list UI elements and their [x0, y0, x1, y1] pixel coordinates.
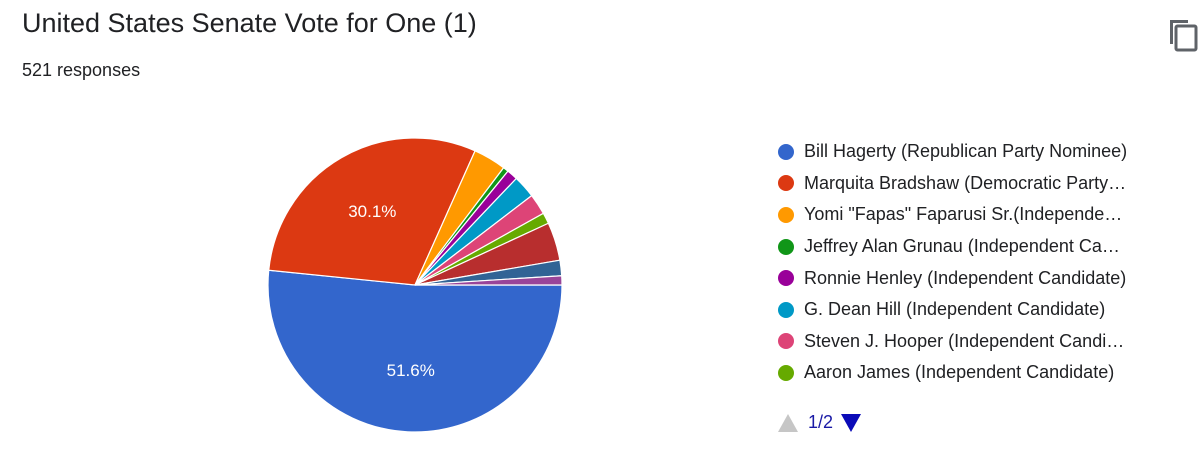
legend-label: Jeffrey Alan Grunau (Independent Ca…	[804, 236, 1120, 257]
slice-data-label: 30.1%	[348, 202, 396, 221]
legend-item[interactable]: Yomi "Fapas" Faparusi Sr.(Independe…	[778, 199, 1178, 231]
response-count: 521 responses	[22, 60, 141, 80]
legend-item[interactable]: Steven J. Hooper (Independent Candi…	[778, 326, 1178, 358]
legend-color-swatch	[778, 333, 794, 350]
legend-color-swatch	[778, 143, 794, 160]
legend-item[interactable]: Ronnie Henley (Independent Candidate)	[778, 262, 1178, 294]
legend-item[interactable]: Jeffrey Alan Grunau (Independent Ca…	[778, 231, 1178, 263]
legend-label: Steven J. Hooper (Independent Candi…	[804, 330, 1125, 351]
chart-legend: Bill Hagerty (Republican Party Nominee) M…	[778, 136, 1178, 389]
legend-color-swatch	[778, 238, 794, 255]
legend-item[interactable]: Marquita Bradshaw (Democratic Party…	[778, 168, 1178, 200]
page-title: United States Senate Vote for One (1)	[22, 8, 477, 38]
pie-slice[interactable]	[268, 137, 476, 286]
pie-slice[interactable]	[414, 275, 563, 286]
pie-chart-svg: 51.6% 30.1%	[267, 137, 563, 433]
legend-item[interactable]: Bill Hagerty (Republican Party Nominee)	[778, 136, 1178, 168]
legend-item[interactable]: G. Dean Hill (Independent Candidate)	[778, 294, 1178, 326]
legend-label: Yomi "Fapas" Faparusi Sr.(Independe…	[804, 204, 1123, 225]
legend-label: Bill Hagerty (Republican Party Nominee)	[804, 141, 1128, 162]
copy-chart-button[interactable]	[1160, 14, 1200, 52]
legend-item[interactable]: Aaron James (Independent Candidate)	[778, 357, 1178, 389]
legend-label: G. Dean Hill (Independent Candidate)	[804, 299, 1106, 320]
pie-chart: 51.6% 30.1%	[260, 130, 570, 440]
copy-icon	[1170, 20, 1198, 52]
pie-slice[interactable]	[267, 269, 563, 433]
legend-color-swatch	[778, 270, 794, 287]
legend-page-indicator: 1/2	[808, 412, 834, 432]
legend-color-swatch	[778, 364, 794, 381]
triangle-down-icon[interactable]	[841, 413, 862, 432]
legend-color-swatch	[778, 175, 794, 192]
legend-label: Ronnie Henley (Independent Candidate)	[804, 267, 1127, 288]
legend-label: Aaron James (Independent Candidate)	[804, 362, 1115, 383]
slice-data-label: 51.6%	[387, 361, 435, 380]
legend-color-swatch	[778, 301, 794, 318]
triangle-up-icon[interactable]	[778, 413, 798, 432]
legend-color-swatch	[778, 206, 794, 223]
legend-label: Marquita Bradshaw (Democratic Party…	[804, 172, 1127, 193]
legend-pager: 1/2	[778, 412, 862, 433]
